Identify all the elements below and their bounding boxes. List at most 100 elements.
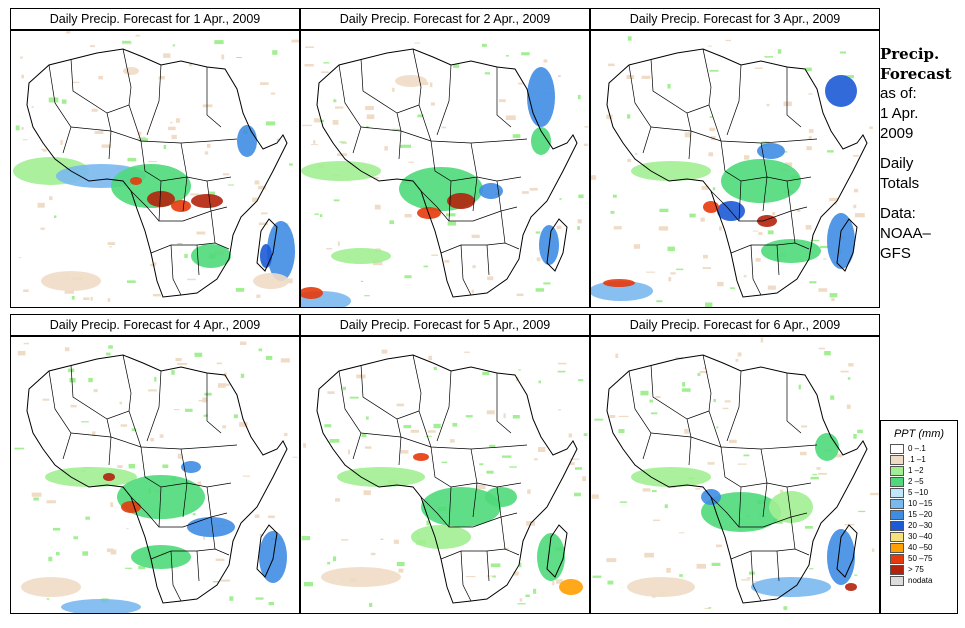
precip-speckle [708,607,712,609]
precip-area [130,177,142,185]
country-border [496,67,512,128]
country-border [786,180,796,244]
precip-speckle [177,453,183,459]
precip-speckle [646,271,656,273]
precip-speckle [569,458,580,460]
precip-speckle [429,82,433,88]
side-caption: Precip. Forecast as of: 1 Apr. 2009 Dail… [880,44,965,264]
precip-speckle [583,433,588,437]
country-border [436,64,452,136]
country-border [70,432,238,450]
precip-speckle [23,342,29,345]
precip-speckle [737,463,747,465]
precip-speckle [365,446,372,449]
precip-area [237,125,257,157]
precip-speckle [138,566,146,570]
precip-speckle [239,422,248,427]
precip-speckle [724,400,731,403]
legend-swatch [890,488,904,498]
precip-speckle [423,265,429,268]
precip-speckle [533,458,538,461]
precip-speckle [816,467,821,470]
country-border [412,48,432,142]
precip-speckle [708,152,714,157]
precip-speckle [805,225,812,230]
precip-speckle [289,163,293,166]
precip-speckle [240,373,245,378]
precip-speckle [256,294,261,298]
precip-speckle [522,191,529,194]
precip-speckle [220,579,230,582]
precip-speckle [37,202,45,208]
legend-item: 10 –15 [890,499,957,510]
precip-area [411,525,471,549]
precip-speckle [46,598,50,600]
madagascar-coastline [256,218,278,272]
legend-swatch [890,455,904,465]
precip-area [413,453,429,461]
precip-speckle [516,293,524,297]
precip-speckle [717,281,724,287]
precip-speckle [189,63,193,67]
precip-speckle [578,194,584,199]
country-border [726,370,742,442]
precip-speckle [259,82,269,85]
precip-speckle [313,118,320,123]
precip-area [559,579,583,595]
precip-speckle [401,144,411,148]
precip-speckle [414,42,421,44]
precip-speckle [292,456,298,458]
precip-speckle [152,293,161,297]
precip-speckle [730,287,735,289]
precip-speckle [329,439,340,443]
precip-speckle [324,424,332,428]
precip-speckle [48,556,53,562]
heading-precip: Precip. [880,45,940,63]
country-border [496,180,506,244]
country-border [196,550,200,582]
precip-speckle [737,352,742,357]
precip-speckle [444,259,450,263]
legend-label: 10 –15 [908,499,933,508]
precip-speckle [222,173,230,176]
precip-speckle [222,425,227,429]
daily-label: Daily [880,155,914,172]
precip-speckle [655,395,661,399]
precip-speckle [404,214,412,218]
precip-speckle [428,355,433,360]
precip-speckle [607,580,614,585]
country-border [460,550,472,602]
precip-speckle [366,416,369,420]
precip-speckle [591,494,599,499]
africa-coastline [606,354,868,604]
panel-title: Daily Precip. Forecast for 1 Apr., 2009 [10,8,300,30]
country-border [720,446,812,488]
country-border [486,244,490,276]
legend-item: 30 –40 [890,532,957,543]
precip-speckle [305,46,314,48]
precip-speckle [741,579,750,581]
precip-speckle [517,603,526,605]
precip-speckle [431,102,435,106]
legend-swatch [890,554,904,564]
country-border [338,370,362,460]
panel-title: Daily Precip. Forecast for 4 Apr., 2009 [10,314,300,336]
precip-area [103,473,115,481]
precip-speckle [608,63,615,67]
precip-speckle [835,453,843,458]
precip-speckle [853,188,859,193]
precip-speckle [536,257,541,262]
precip-speckle [90,45,95,48]
precip-speckle [137,136,146,140]
precip-area [331,248,391,264]
country-border [130,496,160,528]
precip-speckle [839,51,846,54]
legend-swatch [890,466,904,476]
precip-area [337,467,425,487]
precip-area [131,545,191,569]
precip-area [845,583,857,591]
precip-speckle [417,114,424,118]
precip-speckle [93,389,98,393]
precip-speckle [812,473,817,476]
precip-area [631,467,711,487]
